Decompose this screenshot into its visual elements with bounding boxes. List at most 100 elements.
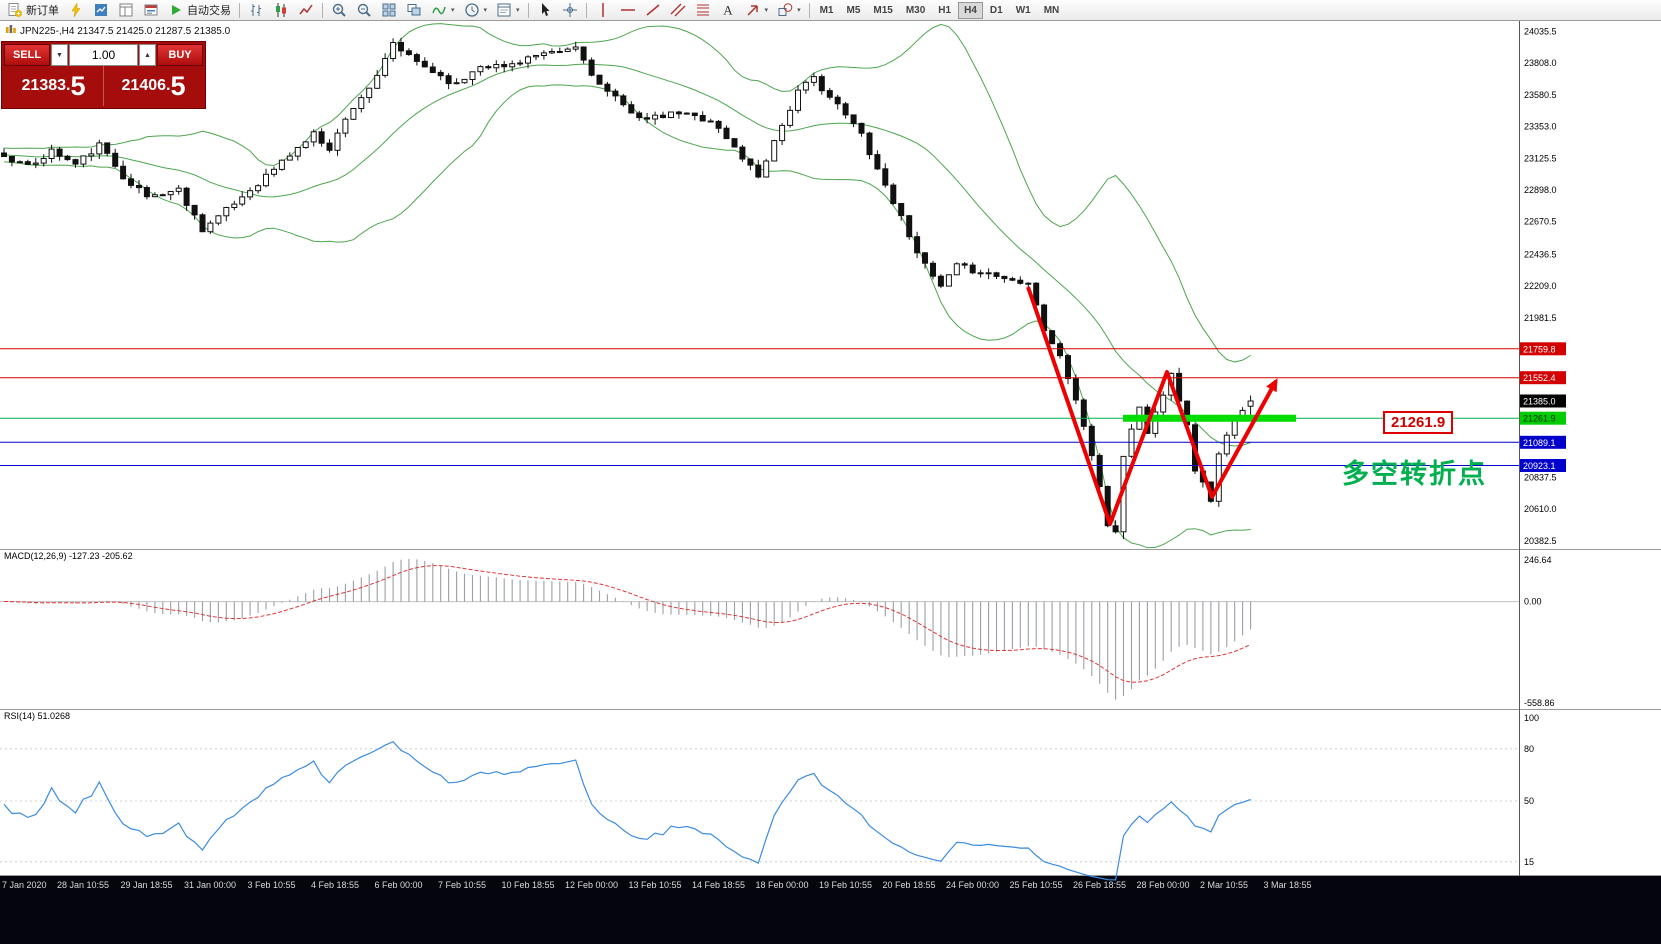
equidistant-channel-button[interactable]	[666, 1, 690, 20]
zoom-in-button[interactable]	[327, 1, 351, 20]
timeframe-m30-button[interactable]: M30	[900, 2, 931, 19]
metaeditor-button[interactable]	[64, 1, 88, 20]
one-click-trading-panel: SELL ▼ ▲ BUY 21383.5 21406.5	[1, 41, 206, 109]
equidistant-channel-icon	[670, 2, 686, 18]
turning-point-annotation: 多空转折点	[1342, 459, 1487, 489]
candlestick-chart-button[interactable]	[269, 1, 293, 20]
chart-symbol-icon	[6, 25, 16, 38]
time-axis[interactable]: 7 Jan 2020 28 Jan 10:55 29 Jan 18:55 31 Jan…	[2, 880, 1312, 890]
svg-text:23353.0: 23353.0	[1524, 122, 1557, 132]
horizontal-line-button[interactable]	[616, 1, 640, 20]
svg-text:21385.0: 21385.0	[1523, 397, 1556, 407]
zoom-out-button[interactable]	[352, 1, 376, 20]
templates-button[interactable]: ▾	[492, 1, 524, 20]
sell-button[interactable]: SELL	[4, 44, 50, 66]
svg-text:24035.5: 24035.5	[1524, 26, 1557, 36]
cursor-icon	[537, 2, 553, 18]
terminal-icon	[143, 2, 159, 18]
price-tag	[1520, 435, 1566, 449]
candle-wicks	[3, 37, 1252, 540]
trendline-icon	[645, 2, 661, 18]
svg-text:21759.8: 21759.8	[1523, 344, 1556, 354]
time-axis-background	[0, 876, 1661, 944]
zoom-in-icon	[331, 2, 347, 18]
macd-indicator-label: MACD(12,26,9) -127.23 -205.62	[4, 551, 133, 561]
data-window-icon	[118, 2, 134, 18]
price-tag	[1520, 342, 1566, 356]
sell-price[interactable]: 21383. 5	[4, 66, 104, 106]
svg-text:25 Feb 10:55: 25 Feb 10:55	[1010, 880, 1063, 890]
volume-up-button[interactable]: ▲	[139, 44, 156, 66]
line-chart-icon	[298, 2, 314, 18]
dropdown-caret-icon: ▾	[483, 7, 488, 14]
tile-windows-button[interactable]	[377, 1, 401, 20]
timeframe-mn-button[interactable]: MN	[1038, 2, 1066, 19]
volume-input[interactable]	[69, 44, 138, 66]
svg-text:21261.9: 21261.9	[1523, 414, 1556, 424]
svg-text:-558.86: -558.86	[1524, 698, 1555, 708]
bar-chart-button[interactable]	[244, 1, 268, 20]
volume-down-button[interactable]: ▼	[51, 44, 68, 66]
timeframe-m15-button[interactable]: M15	[867, 2, 898, 19]
svg-text:0.00: 0.00	[1524, 597, 1542, 607]
trendline-button[interactable]	[641, 1, 665, 20]
dropdown-caret-icon: ▾	[451, 7, 455, 14]
text-button[interactable]: A	[716, 1, 740, 20]
text-icon: A	[720, 2, 736, 18]
svg-text:21981.5: 21981.5	[1524, 313, 1557, 323]
price-callout[interactable]: 21261.9	[1383, 411, 1454, 434]
vertical-line-icon	[595, 2, 611, 18]
macd-signal-line	[3, 565, 1251, 683]
tile-windows-icon	[381, 2, 397, 18]
timeframe-d1-button[interactable]: D1	[984, 2, 1009, 19]
fibonacci-button[interactable]	[691, 1, 715, 20]
auto-arrange-button[interactable]	[402, 1, 426, 20]
timeframe-h4-button[interactable]: H4	[958, 1, 983, 19]
metaeditor-icon	[68, 2, 84, 18]
svg-text:50: 50	[1524, 796, 1534, 806]
svg-text:22436.5: 22436.5	[1524, 249, 1557, 259]
buy-button[interactable]: BUY	[157, 44, 203, 66]
svg-text:20837.5: 20837.5	[1524, 472, 1557, 482]
periods-button[interactable]: ▾	[460, 1, 492, 20]
svg-text:A: A	[723, 3, 733, 18]
crosshair-button[interactable]	[558, 1, 582, 20]
timeframe-m5-button[interactable]: M5	[840, 2, 866, 19]
shapes-button[interactable]: ▾	[773, 1, 805, 20]
timeframe-w1-button[interactable]: W1	[1010, 2, 1037, 19]
svg-text:18 Feb 00:00: 18 Feb 00:00	[756, 880, 809, 890]
autotrading-label: 自动交易	[187, 5, 231, 17]
vertical-line-button[interactable]	[591, 1, 615, 20]
svg-text:21552.4: 21552.4	[1523, 373, 1556, 383]
market-watch-button[interactable]	[89, 1, 113, 20]
data-window-button[interactable]	[114, 1, 138, 20]
cursor-button[interactable]	[533, 1, 557, 20]
new-order-icon	[7, 2, 23, 18]
crosshair-icon	[562, 2, 578, 18]
svg-text:15: 15	[1524, 857, 1534, 867]
buy-price[interactable]: 21406. 5	[104, 66, 203, 106]
arrow-icon	[745, 2, 761, 18]
dropdown-caret-icon: ▾	[797, 7, 801, 14]
rsi-line	[3, 740, 1251, 881]
terminal-button[interactable]	[139, 1, 163, 20]
chart-title: JPN225-,H4 21347.5 21425.0 21287.5 21385…	[6, 25, 230, 38]
svg-text:23125.5: 23125.5	[1524, 153, 1557, 163]
line-chart-button[interactable]	[294, 1, 318, 20]
price-axis[interactable]: 24035.5 23808.0 23580.5 23353.0 23125.5 22898…	[1520, 26, 1566, 867]
arrows-button[interactable]: ▾	[741, 1, 773, 20]
macd-histogram	[3, 558, 1252, 700]
buy-price-pips: 5	[170, 70, 186, 101]
svg-text:100: 100	[1524, 713, 1539, 723]
timeframe-h1-button[interactable]: H1	[932, 2, 957, 19]
svg-text:21089.1: 21089.1	[1523, 438, 1556, 448]
autotrading-button[interactable]: 自动交易	[164, 1, 235, 20]
fibonacci-icon	[695, 2, 711, 18]
svg-text:29 Jan 18:55: 29 Jan 18:55	[121, 880, 173, 890]
trend-forecast-arrow[interactable]	[1026, 286, 1278, 526]
new-order-button[interactable]: 新订单	[3, 1, 63, 20]
indicators-button[interactable]: ▾	[427, 1, 459, 20]
svg-text:31 Jan 00:00: 31 Jan 00:00	[184, 880, 236, 890]
timeframe-m1-button[interactable]: M1	[814, 2, 840, 19]
